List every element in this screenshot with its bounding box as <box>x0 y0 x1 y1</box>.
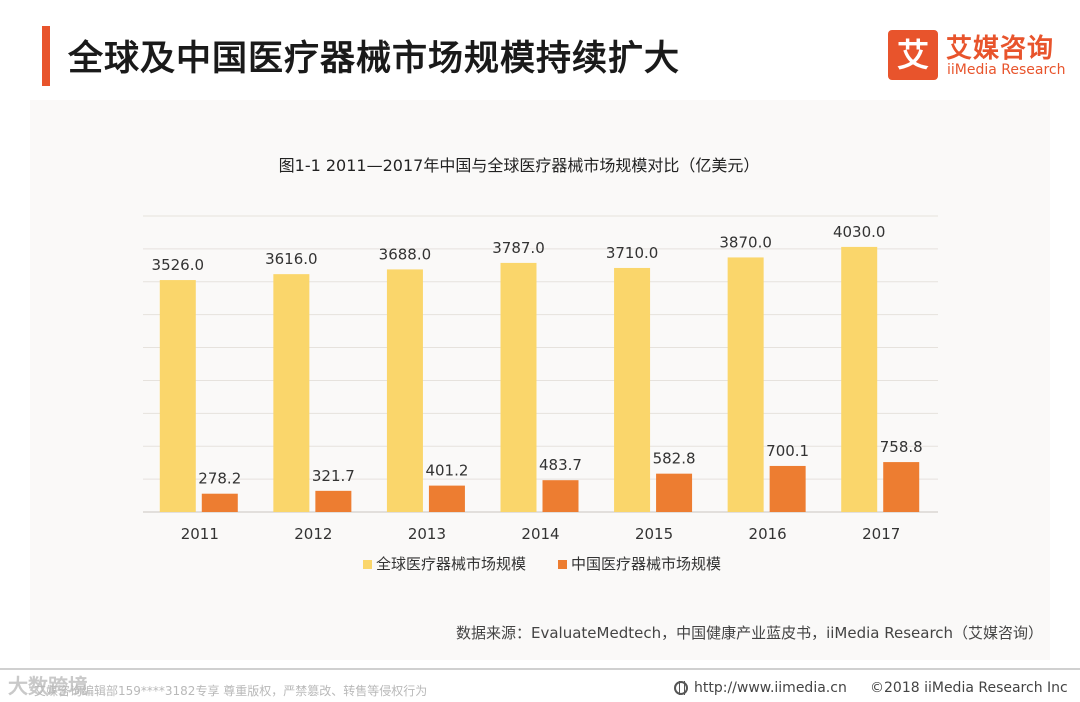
x-tick-label: 2014 <box>521 525 559 543</box>
logo-english-name: iiMedia Research <box>947 62 1066 78</box>
global-data-label: 4030.0 <box>833 223 886 241</box>
china-data-label: 483.7 <box>539 456 582 474</box>
china-data-label: 758.8 <box>880 438 923 456</box>
data-source: 数据来源：EvaluateMedtech，中国健康产业蓝皮书，iiMedia R… <box>456 624 1044 642</box>
legend-swatch <box>363 560 372 569</box>
china-data-label: 401.2 <box>425 462 468 480</box>
global-data-label: 3787.0 <box>492 239 545 257</box>
global-bar <box>500 262 537 512</box>
global-data-label: 3710.0 <box>606 244 659 262</box>
globe-icon <box>674 681 688 695</box>
china-data-label: 321.7 <box>312 467 355 485</box>
china-bar <box>883 462 920 512</box>
legend-label: 全球医疗器械市场规模 <box>376 555 526 573</box>
bar-chart: 图1-1 2011—2017年中国与全球医疗器械市场规模对比（亿美元） 3526.… <box>143 156 938 573</box>
global-bar <box>273 274 310 512</box>
china-data-label: 700.1 <box>766 442 809 460</box>
title-accent-bar <box>42 26 50 86</box>
legend-label: 中国医疗器械市场规模 <box>571 555 721 573</box>
global-bar <box>386 269 423 512</box>
x-tick-label: 2011 <box>181 525 219 543</box>
global-data-label: 3526.0 <box>152 256 205 274</box>
x-tick-label: 2015 <box>635 525 673 543</box>
global-data-label: 3616.0 <box>265 250 318 268</box>
legend-swatch <box>558 560 567 569</box>
iimedia-logo-icon: 艾 <box>888 30 938 80</box>
global-data-label: 3688.0 <box>379 245 432 263</box>
global-data-label: 3870.0 <box>719 233 772 251</box>
global-bar <box>727 257 764 512</box>
china-bar <box>769 465 806 512</box>
chart-title: 图1-1 2011—2017年中国与全球医疗器械市场规模对比（亿美元） <box>279 156 760 175</box>
page-title: 全球及中国医疗器械市场规模持续扩大 <box>68 39 681 79</box>
website-link[interactable]: http://www.iimedia.cn <box>694 680 847 696</box>
china-data-label: 582.8 <box>653 450 696 468</box>
x-tick-label: 2016 <box>749 525 787 543</box>
china-bar <box>428 485 465 512</box>
china-bar <box>201 493 238 512</box>
china-data-label: 278.2 <box>198 470 241 488</box>
copyright-note: 艾媒咨询编辑部159****3182专享 尊重版权，严禁篡改、转售等侵权行为 <box>34 684 428 698</box>
x-tick-label: 2017 <box>862 525 900 543</box>
footer-divider <box>0 668 1080 670</box>
logo-chinese-name: 艾媒咨询 <box>946 34 1055 64</box>
global-bar <box>159 280 196 512</box>
watermark: 大数跨境 <box>8 674 88 698</box>
copyright: ©2018 iiMedia Research Inc <box>870 680 1068 696</box>
x-tick-label: 2013 <box>408 525 446 543</box>
china-bar <box>315 490 352 512</box>
global-bar <box>841 246 878 512</box>
global-bar <box>614 267 651 512</box>
x-tick-label: 2012 <box>294 525 332 543</box>
china-bar <box>656 473 693 512</box>
china-bar <box>542 480 579 512</box>
